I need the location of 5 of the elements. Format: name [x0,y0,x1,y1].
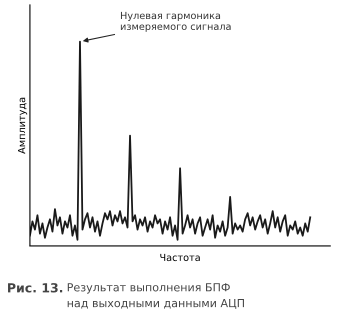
text: Нулевая гармоника измеряемого сигнала [120,12,231,32]
text: Результат выполнения БПФ над выходными данными АЦП [68,283,244,309]
y-axis-title: Амплитуда [18,98,28,154]
text: Рис. 13. [8,283,62,293]
x-axis-title: Частота [160,254,200,262]
